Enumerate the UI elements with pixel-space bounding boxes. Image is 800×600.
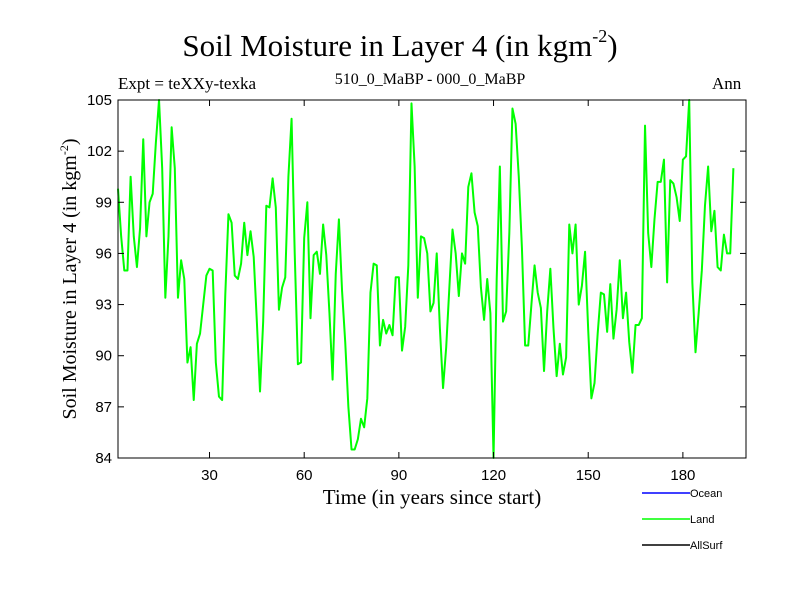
x-tick-label: 30	[201, 467, 218, 484]
y-axis-label-text: Soil Moisture in Layer 4 (in kgm	[59, 155, 81, 420]
y-tick-label: 84	[95, 450, 112, 467]
x-tick-label: 120	[481, 467, 506, 484]
experiment-label: Expt = teXXy-texka	[118, 74, 256, 93]
y-axis-label-superscript: -2	[57, 145, 71, 155]
x-tick-label: 180	[670, 467, 695, 484]
y-tick-label: 90	[95, 348, 112, 365]
y-tick-label: 102	[87, 143, 112, 160]
y-tick-label: 96	[95, 245, 112, 262]
x-tick-label: 90	[391, 467, 408, 484]
plot-area	[117, 99, 735, 459]
x-tick-label: 150	[576, 467, 601, 484]
period-label: 510_0_MaBP - 000_0_MaBP	[334, 71, 526, 88]
season-label: Ann	[712, 74, 742, 93]
y-tick-label: 105	[87, 92, 112, 109]
legend-label-allsurf: AllSurf	[690, 540, 723, 552]
y-axis-label-close: )	[59, 138, 81, 145]
axis-ticks: 30 60 90 120 150 180 84 87 90 93 96 99 102 105	[87, 92, 746, 484]
legend: Ocean Land AllSurf	[642, 488, 723, 552]
y-tick-label: 99	[95, 194, 112, 211]
legend-label-land: Land	[690, 514, 714, 526]
chart-title-superscript: -2	[592, 26, 608, 46]
y-tick-label: 87	[95, 399, 112, 416]
chart-title: Soil Moisture in Layer 4 (in kgm-2)	[0, 26, 800, 64]
y-tick-label: 93	[95, 297, 112, 314]
y-axis-label: Soil Moisture in Layer 4 (in kgm-2)	[57, 138, 81, 419]
chart-title-text: Soil Moisture in Layer 4 (in kgm	[182, 28, 593, 63]
x-axis-label: Time (in years since start)	[323, 485, 542, 509]
plot-frame	[117, 99, 747, 459]
x-tick-label: 60	[296, 467, 313, 484]
series-line-land	[117, 99, 735, 459]
chart-title-close: )	[607, 28, 618, 63]
legend-label-ocean: Ocean	[690, 488, 722, 500]
